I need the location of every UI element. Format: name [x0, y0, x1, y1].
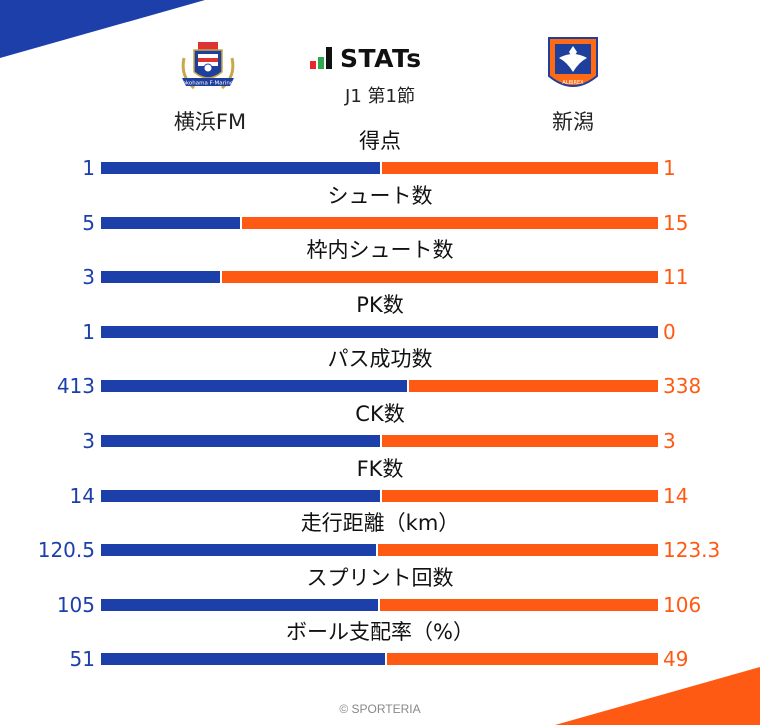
- home-team-name: 横浜FM: [173, 110, 247, 134]
- stat-row-sprints: スプリント回数 105 106: [0, 565, 760, 620]
- away-value: 49: [663, 647, 689, 671]
- home-bar: [101, 271, 220, 283]
- stat-row-free-kicks: FK数 14 14: [0, 456, 760, 511]
- top-left-blue-corner: [0, 0, 205, 58]
- stat-label: CK数: [355, 402, 405, 426]
- stat-label: 得点: [359, 129, 401, 153]
- home-value: 5: [82, 211, 95, 235]
- home-bar: [101, 326, 658, 338]
- stat-row-penalties: PK数 1 0: [0, 292, 760, 347]
- stat-label: スプリント回数: [306, 566, 454, 590]
- away-value: 338: [663, 374, 702, 398]
- home-value: 3: [82, 265, 95, 289]
- stats-title: STATs: [340, 43, 422, 73]
- away-value: 14: [663, 484, 689, 508]
- stat-row-possession: ボール支配率（%） 51 49: [0, 619, 760, 674]
- copyright-footer: © SPORTERIA: [339, 702, 421, 716]
- away-value: 11: [663, 265, 689, 289]
- stat-row-distance: 走行距離（km） 120.5 123.3: [0, 510, 760, 565]
- home-value: 120.5: [37, 538, 95, 562]
- stat-label: 走行距離（km）: [300, 511, 460, 535]
- away-value: 3: [663, 429, 676, 453]
- stat-row-shots: シュート数 5 15: [0, 183, 760, 238]
- home-bar: [101, 653, 385, 665]
- stat-bar: [101, 599, 658, 611]
- home-bar: [101, 380, 407, 392]
- away-bar: [380, 599, 658, 611]
- home-value: 14: [69, 484, 95, 508]
- stat-row-goals: 得点 1 1: [0, 128, 760, 183]
- stats-bars-icon: [310, 47, 334, 69]
- away-bar: [382, 490, 658, 502]
- stat-bar: [101, 271, 658, 283]
- away-bar: [409, 380, 658, 392]
- stat-label: パス成功数: [327, 347, 433, 371]
- home-value: 1: [82, 156, 95, 180]
- away-value: 0: [663, 320, 676, 344]
- away-value: 106: [663, 593, 702, 617]
- home-value: 1: [82, 320, 95, 344]
- home-value: 413: [56, 374, 95, 398]
- away-bar: [387, 653, 658, 665]
- home-bar: [101, 490, 380, 502]
- home-crest-text: Yokohama F·Marinos: [179, 81, 236, 87]
- stat-bar: [101, 380, 658, 392]
- stat-label: FK数: [356, 457, 404, 481]
- stat-label: ボール支配率（%）: [286, 620, 474, 644]
- home-bar: [101, 599, 378, 611]
- stat-row-shots-on-target: 枠内シュート数 3 11: [0, 237, 760, 292]
- stats-logo: STATs: [310, 43, 422, 73]
- stat-bar: [101, 326, 658, 338]
- match-round: J1 第1節: [345, 86, 415, 107]
- away-value: 1: [663, 156, 676, 180]
- match-header: Yokohama F·Marinos STATs J1 第1節 ALBIREX …: [0, 0, 760, 135]
- away-team-name: 新潟: [552, 110, 594, 134]
- stat-row-corners: CK数 3 3: [0, 401, 760, 456]
- home-bar: [101, 544, 376, 556]
- stat-row-passes: パス成功数 413 338: [0, 346, 760, 401]
- away-bar: [242, 217, 658, 229]
- home-team-crest-icon: Yokohama F·Marinos: [176, 38, 240, 98]
- stat-label: PK数: [356, 293, 404, 317]
- home-value: 51: [69, 647, 95, 671]
- bottom-right-orange-corner: [555, 667, 760, 725]
- home-bar: [101, 162, 380, 174]
- away-bar: [378, 544, 658, 556]
- home-value: 105: [56, 593, 95, 617]
- home-bar: [101, 217, 240, 229]
- stat-bar: [101, 217, 658, 229]
- away-bar: [382, 435, 658, 447]
- away-team-crest-icon: ALBIREX: [547, 32, 599, 98]
- home-value: 3: [82, 429, 95, 453]
- away-bar: [382, 162, 658, 174]
- stat-bar: [101, 435, 658, 447]
- stat-label: シュート数: [327, 184, 433, 208]
- stat-bar: [101, 490, 658, 502]
- away-value: 15: [663, 211, 689, 235]
- stat-bar: [101, 653, 658, 665]
- away-value: 123.3: [663, 538, 721, 562]
- stat-bar: [101, 544, 658, 556]
- away-bar: [222, 271, 658, 283]
- away-crest-text: ALBIREX: [562, 80, 584, 86]
- stat-bar: [101, 162, 658, 174]
- home-bar: [101, 435, 380, 447]
- stat-label: 枠内シュート数: [306, 238, 454, 262]
